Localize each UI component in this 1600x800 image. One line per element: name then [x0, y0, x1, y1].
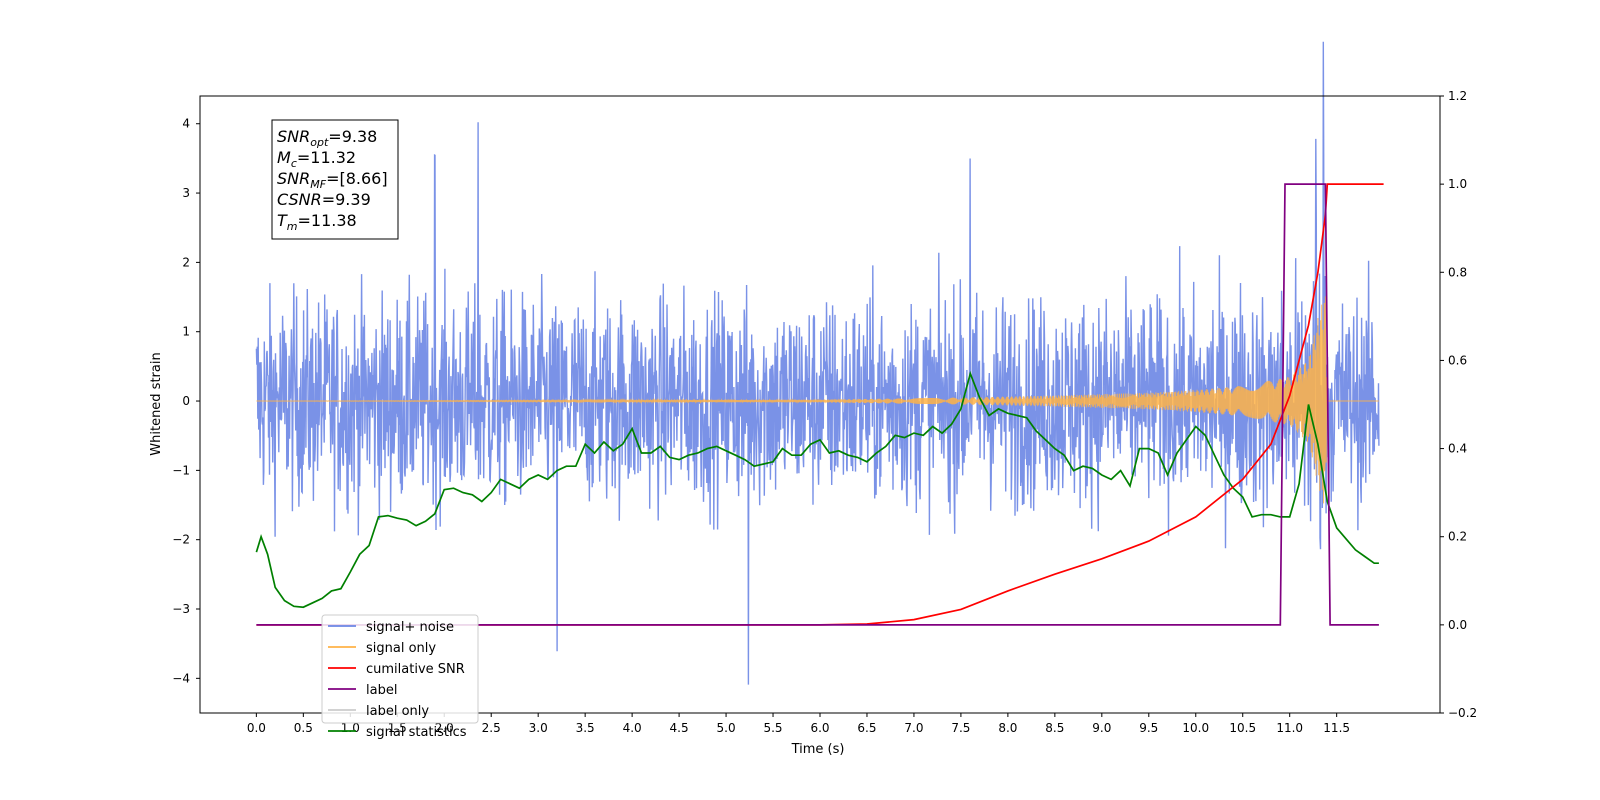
x-tick-label: 6.0: [810, 721, 829, 735]
annotation-line: CSNR=9.39: [277, 190, 371, 209]
annotation-line: Tm=11.38: [277, 211, 357, 233]
x-tick-label: 5.0: [717, 721, 736, 735]
annotation-frame: [271, 119, 399, 240]
x-tick-label: 1.5: [388, 721, 407, 735]
x-tick-label: 4.0: [623, 721, 642, 735]
y-right-tick-label: 1.2: [1448, 89, 1467, 103]
y-right-tick-label: 0.8: [1448, 265, 1467, 279]
y-right-tick-label: 0.0: [1448, 618, 1467, 632]
series-cumulative-snr: [256, 183, 1384, 626]
x-tick-label: 8.5: [1045, 721, 1064, 735]
series-signal-only: [256, 296, 1379, 504]
x-tick-label: 11.5: [1323, 721, 1350, 735]
x-tick-label: 3.5: [576, 721, 595, 735]
series-label: [256, 183, 1379, 626]
x-tick-label: 11.0: [1276, 721, 1303, 735]
x-tick-label: 9.0: [1092, 721, 1111, 735]
y-left-tick-label: 0: [182, 394, 190, 408]
legend-label: label: [366, 683, 397, 698]
y-left-tick-label: −3: [172, 602, 190, 616]
y-left-tick-label: −1: [172, 463, 190, 477]
annotation-line: SNRMF=[8.66]: [277, 169, 388, 191]
x-tick-label: 4.5: [670, 721, 689, 735]
y-axis-left: 4 3 2 1 0 −1 −2 −3 −4: [172, 117, 200, 685]
y-right-tick-label: −0.2: [1448, 706, 1477, 720]
y-right-tick-label: 1.0: [1448, 177, 1467, 191]
legend-label: signal statistics: [366, 725, 467, 740]
x-tick-label: 10.5: [1229, 721, 1256, 735]
legend-frame: [321, 614, 479, 724]
x-tick-label: 3.0: [529, 721, 548, 735]
y-left-tick-label: 3: [182, 186, 190, 200]
y-left-tick-label: −4: [172, 671, 190, 685]
y-right-tick-label: 0.6: [1448, 353, 1467, 367]
x-tick-label: 7.0: [904, 721, 923, 735]
plot-area: [255, 41, 1384, 685]
x-tick-label: 6.5: [857, 721, 876, 735]
y-axis-label: Whitened strain: [149, 352, 164, 455]
series-signal-statistics: [255, 370, 1379, 609]
annotation-line: Mc=11.32: [277, 148, 356, 170]
x-tick-label: 10.0: [1182, 721, 1209, 735]
y-left-tick-label: −2: [172, 533, 190, 547]
annotation-line: SNRopt=9.38: [277, 127, 377, 149]
y-axis-right: 1.2 1.0 0.8 0.6 0.4 0.2 0.0 −0.2: [1440, 89, 1477, 720]
x-tick-label: 5.5: [763, 721, 782, 735]
y-right-tick-label: 0.2: [1448, 530, 1467, 544]
x-axis-label: Time (s): [791, 742, 845, 757]
legend-label: cumilative SNR: [366, 662, 465, 677]
y-left-tick-label: 1: [182, 325, 190, 339]
x-axis: 0.0 0.5 1.0 1.5 2.0 2.5 3.0 3.5 4.0 4.5 5.0 5.5 6.0 6…: [247, 713, 1350, 735]
x-tick-label: 0.0: [247, 721, 266, 735]
x-tick-label: 8.0: [998, 721, 1017, 735]
legend-label: signal+ noise: [366, 620, 454, 635]
x-tick-label: 9.5: [1139, 721, 1158, 735]
annotation-box: SNRopt=9.38Mc=11.32SNRMF=[8.66]CSNR=9.39…: [271, 119, 399, 240]
x-tick-label: 0.5: [294, 721, 313, 735]
x-tick-label: 2.5: [482, 721, 501, 735]
series-signal-noise: [255, 41, 1380, 685]
y-right-tick-label: 0.4: [1448, 442, 1467, 456]
y-left-tick-label: 2: [182, 255, 190, 269]
x-tick-label: 2.0: [435, 721, 454, 735]
x-tick-label: 7.5: [951, 721, 970, 735]
y-left-tick-label: 4: [182, 117, 190, 131]
legend-label: label only: [366, 704, 429, 719]
legend: signal+ noise signal only cumilative SNR la…: [321, 614, 479, 740]
legend-label: signal only: [366, 641, 436, 656]
